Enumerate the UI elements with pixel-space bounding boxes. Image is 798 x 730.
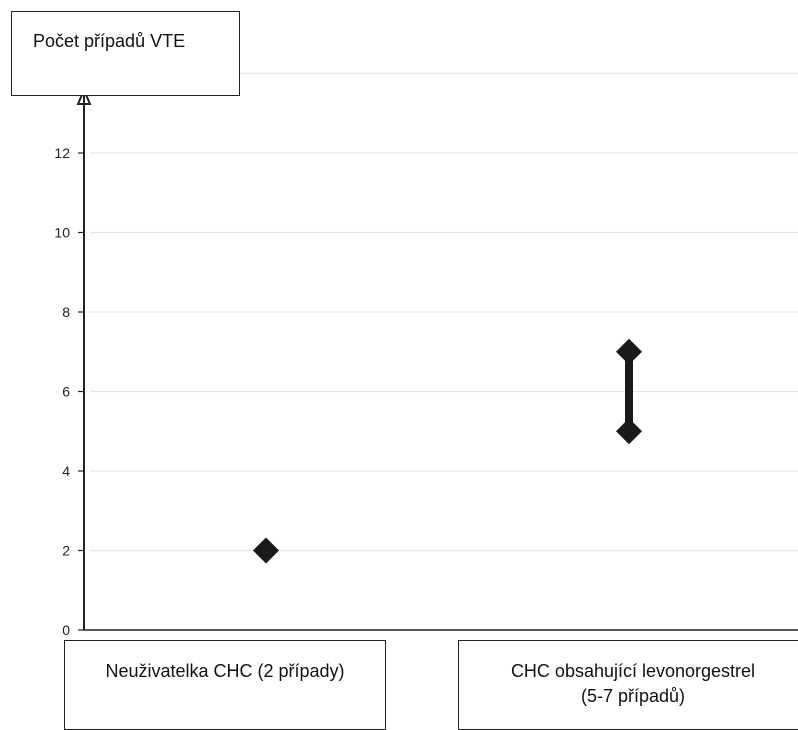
category-box-levonorgestrel: CHC obsahující levonorgestrel (5-7 přípa… <box>458 640 798 730</box>
y-tick-label: 8 <box>62 304 70 320</box>
y-tick-label: 10 <box>54 225 70 241</box>
category-label-levonorgestrel-line2: (5-7 případů) <box>580 686 686 706</box>
gridlines <box>90 72 798 552</box>
y-tick-label: 0 <box>62 622 70 638</box>
y-axis-arrowhead <box>76 87 92 105</box>
data-point-diamond <box>253 537 279 564</box>
y-axis-ticks: 0 2 4 6 8 10 12 <box>54 145 84 638</box>
data-markers <box>253 338 642 564</box>
category-label-non-user: Neuživatelka CHC (2 případy) <box>105 661 345 681</box>
y-axis-title: Počet případů VTE <box>33 31 186 51</box>
y-tick-label: 4 <box>62 463 70 479</box>
data-point-diamond <box>616 418 642 445</box>
y-tick-label: 2 <box>62 543 70 559</box>
y-tick-label: 6 <box>62 384 70 400</box>
category-label-levonorgestrel-line1: CHC obsahující levonorgestrel <box>510 661 756 681</box>
data-point-diamond <box>616 338 642 365</box>
y-axis-title-box: Počet případů VTE <box>11 11 240 96</box>
y-tick-label: 12 <box>54 145 70 161</box>
